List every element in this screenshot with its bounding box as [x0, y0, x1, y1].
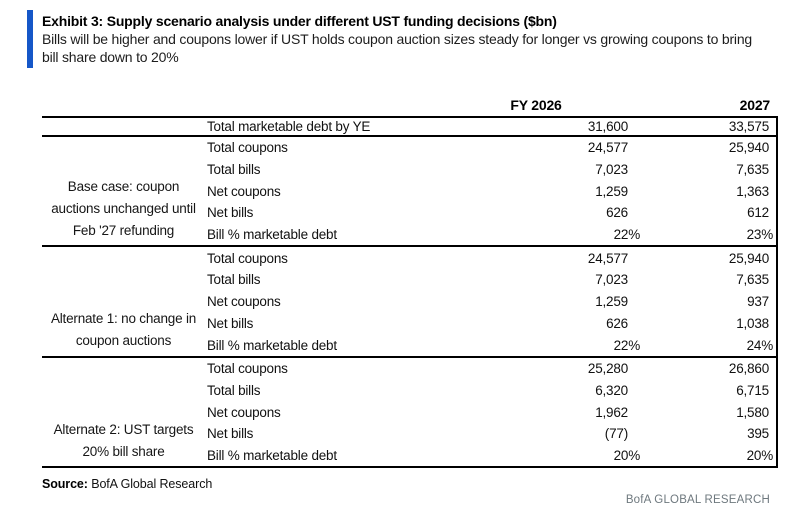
row-label: Bill % marketable debt — [205, 223, 430, 248]
row-label: Total bills — [207, 162, 261, 178]
cell-fy2026: 25,280 — [587, 361, 628, 377]
scenario-line: Feb '27 refunding — [72, 222, 175, 238]
cell-2027: 6,715 — [642, 379, 778, 402]
column-header-row: FY 2026 2027 — [42, 94, 777, 118]
scenario-line: Base case: coupon — [67, 179, 180, 195]
scenario-line: 20% bill share — [82, 443, 165, 459]
cell-2027: 24% — [642, 334, 778, 358]
row-label: Net coupons — [207, 183, 281, 199]
row-label: Bill % marketable debt — [205, 444, 430, 469]
cell-2027: 395 — [642, 422, 778, 445]
row-label: Total coupons — [207, 140, 288, 156]
source-label: Source: — [42, 477, 88, 491]
cell-2027: 23% — [642, 223, 778, 248]
cell-fy2026: 22% — [430, 223, 642, 248]
row-label: Total coupons — [207, 250, 288, 266]
cell-fy2026: 7,023 — [595, 162, 628, 178]
cell-fy2026: (77) — [604, 426, 628, 442]
source-text: BofA Global Research — [91, 477, 213, 491]
table-row: Alternate 1: no change in coupon auction… — [42, 246, 778, 358]
empty-cell — [42, 117, 205, 137]
table-row: Bill % marketable debt 22% 24% — [42, 334, 778, 358]
table-row: Bill % marketable debt 22% 23% — [42, 223, 778, 248]
row-label: Net bills — [207, 315, 254, 331]
table-row: Net coupons 1,259 1,363 — [42, 180, 778, 203]
cell-fy2026: 1,259 — [595, 294, 628, 310]
cell-2027: 612 — [642, 202, 778, 224]
cell-2027: 937 — [642, 290, 778, 313]
table-row: Net bills (77) 395 — [42, 422, 778, 445]
scenario-line: Alternate 1: no change in — [50, 311, 197, 327]
cell-2027: 20% — [642, 444, 778, 469]
cell-2027: 7,635 — [642, 158, 778, 181]
empty-cell — [205, 94, 430, 118]
cell-fy2026: 626 — [606, 315, 628, 331]
cell-fy2026: 626 — [606, 205, 628, 221]
accent-bar — [27, 10, 33, 68]
row-label: Net coupons — [207, 404, 281, 420]
cell-fy2026: 1,259 — [595, 183, 628, 199]
table-row: Bill % marketable debt 20% 20% — [42, 444, 778, 469]
cell-fy2026: 6,320 — [595, 382, 628, 398]
source-line: Source: BofA Global Research — [42, 477, 212, 491]
supply-scenario-table: FY 2026 2027 Total marketable debt by YE… — [42, 94, 778, 469]
cell-fy2026: 22% — [430, 334, 642, 358]
table-row: Net coupons 1,259 937 — [42, 290, 778, 313]
cell-2027: 7,635 — [642, 269, 778, 291]
table-row: Alternate 2: UST targets 20% bill share … — [42, 356, 778, 469]
scenario-line: coupon auctions — [75, 333, 172, 349]
cell-2027: 25,940 — [642, 246, 778, 270]
header-text: Exhibit 3: Supply scenario analysis unde… — [42, 10, 762, 68]
scenario-cell-alternate-1: Alternate 1: no change in coupon auction… — [42, 246, 205, 358]
cell-fy2026: 24,577 — [587, 140, 628, 156]
cell-fy2026: 1,962 — [595, 404, 628, 420]
table-row: Total bills 7,023 7,635 — [42, 158, 778, 181]
row-label: Bill % marketable debt — [205, 334, 430, 358]
cell-fy2026: 24,577 — [587, 250, 628, 266]
table-row: Total bills 7,023 7,635 — [42, 269, 778, 291]
row-label: Total coupons — [207, 361, 288, 377]
row-label: Net bills — [207, 205, 254, 221]
table-row-total-debt: Total marketable debt by YE 31,600 33,57… — [42, 117, 778, 137]
scenario-line: Alternate 2: UST targets — [53, 421, 194, 437]
empty-cell — [42, 94, 205, 118]
cell-2027: 1,363 — [642, 180, 778, 203]
row-label: Total bills — [207, 272, 261, 288]
exhibit-header: Exhibit 3: Supply scenario analysis unde… — [27, 10, 762, 68]
cell-fy2026: 20% — [430, 444, 642, 469]
row-label: Total marketable debt by YE — [205, 117, 430, 137]
exhibit-title: Exhibit 3: Supply scenario analysis unde… — [42, 13, 557, 29]
row-label: Net bills — [207, 426, 254, 442]
scenario-line: auctions unchanged until — [51, 201, 196, 217]
cell-2027: 25,940 — [642, 136, 778, 159]
scenario-cell-base-case: Base case: coupon auctions unchanged unt… — [42, 136, 205, 248]
cell-2027: 33,575 — [642, 117, 778, 137]
table-row: Base case: coupon auctions unchanged unt… — [42, 136, 778, 248]
scenario-cell-alternate-2: Alternate 2: UST targets 20% bill share — [42, 356, 205, 469]
cell-fy2026: 7,023 — [595, 272, 628, 288]
cell-2027: 1,580 — [642, 401, 778, 423]
cell-fy2026: 31,600 — [430, 117, 642, 137]
table-row: Net bills 626 1,038 — [42, 312, 778, 335]
brand-footer: BofA GLOBAL RESEARCH — [625, 494, 770, 506]
exhibit-subtitle: Bills will be higher and coupons lower i… — [42, 31, 752, 65]
cell-2027: 26,860 — [642, 356, 778, 380]
row-label: Net coupons — [207, 294, 281, 310]
row-label: Total bills — [207, 382, 261, 398]
table-row: Net coupons 1,962 1,580 — [42, 401, 778, 423]
column-header-fy2026: FY 2026 — [430, 94, 642, 118]
cell-2027: 1,038 — [642, 312, 778, 335]
table-row: Total bills 6,320 6,715 — [42, 379, 778, 402]
column-header-2027: 2027 — [642, 94, 777, 118]
table-row: Net bills 626 612 — [42, 202, 778, 224]
